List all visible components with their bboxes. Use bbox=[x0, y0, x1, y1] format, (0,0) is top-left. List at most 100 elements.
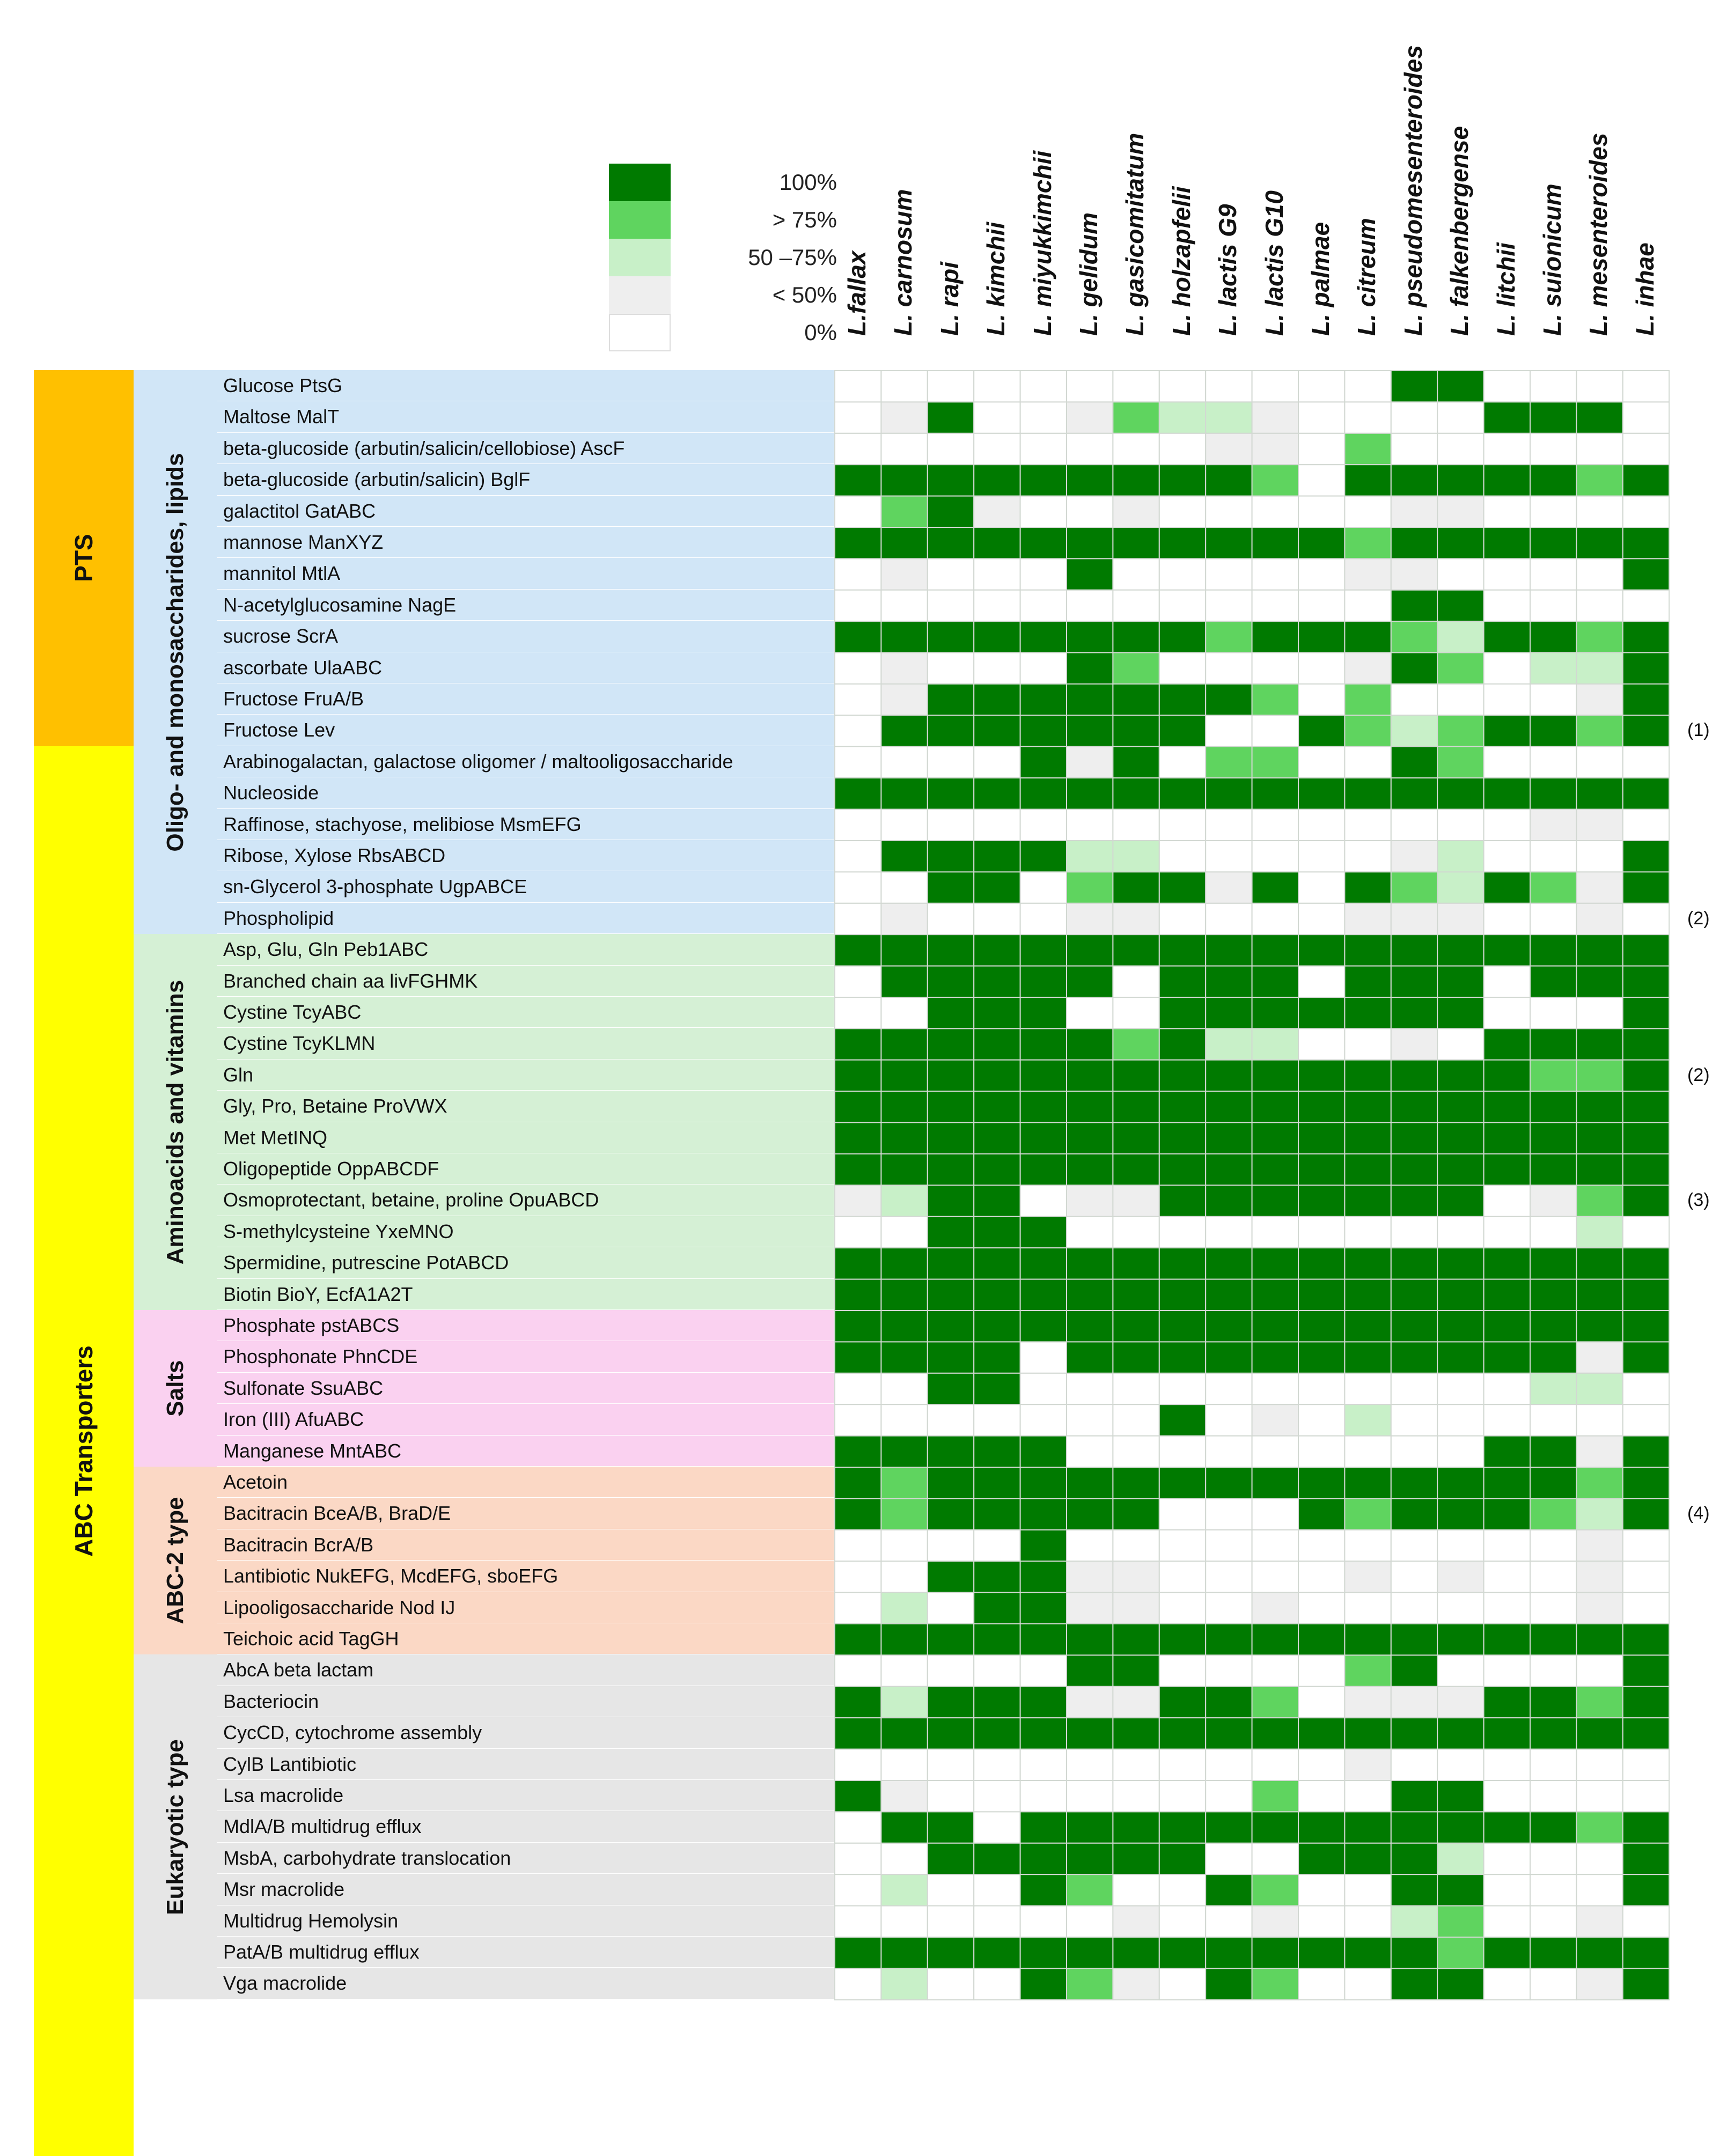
heatmap-cell bbox=[1298, 746, 1346, 779]
heatmap-cell bbox=[1437, 1968, 1485, 2000]
heatmap-cell bbox=[1390, 1905, 1438, 1938]
heatmap-cell bbox=[973, 746, 1021, 779]
heatmap-cell bbox=[973, 1404, 1021, 1437]
row-label: sn-Glycerol 3-phosphate UgpABCE bbox=[217, 871, 834, 903]
heatmap-cell bbox=[1158, 746, 1207, 779]
heatmap-cell bbox=[1576, 527, 1623, 560]
heatmap-cell bbox=[927, 746, 975, 779]
row-label: PatA/B multidrug efflux bbox=[217, 1937, 834, 1968]
heatmap-cell bbox=[834, 902, 882, 936]
heatmap-cell bbox=[1437, 965, 1485, 998]
heatmap-cell bbox=[1622, 1623, 1670, 1656]
species-label-text: L. litchii bbox=[1491, 242, 1520, 336]
heatmap-cell bbox=[1298, 1717, 1346, 1750]
heatmap-cell bbox=[1390, 1561, 1438, 1593]
heatmap-cell bbox=[1622, 1780, 1670, 1813]
heatmap-cell bbox=[1066, 1905, 1114, 1938]
heatmap-cell bbox=[1622, 746, 1670, 779]
heatmap-cell bbox=[1158, 1153, 1207, 1186]
heatmap-cell bbox=[1112, 1623, 1160, 1656]
heatmap-cell bbox=[1483, 1937, 1531, 1969]
heatmap-cell bbox=[1205, 1278, 1253, 1311]
heatmap-cell bbox=[1251, 1372, 1299, 1406]
heatmap-cell bbox=[1019, 1247, 1068, 1280]
heatmap-cell bbox=[1158, 1216, 1207, 1249]
heatmap-cell bbox=[973, 1623, 1021, 1656]
row-label: Asp, Glu, Gln Peb1ABC bbox=[217, 934, 834, 966]
heatmap-cell bbox=[1298, 715, 1346, 747]
heatmap-cell bbox=[1205, 1717, 1253, 1750]
heatmap-cell bbox=[1205, 1153, 1253, 1186]
heatmap-cell bbox=[1576, 1310, 1623, 1343]
heatmap-cell bbox=[1205, 1247, 1253, 1280]
row-label: Oligopeptide OppABCDF bbox=[217, 1153, 834, 1185]
row-label: Teichoic acid TagGH bbox=[217, 1623, 834, 1655]
row-label: beta-glucoside (arbutin/salicin) BglF bbox=[217, 464, 834, 496]
group-label: PTS bbox=[70, 534, 98, 583]
heatmap-cell bbox=[1622, 1842, 1670, 1875]
heatmap-cell bbox=[1251, 1247, 1299, 1280]
heatmap-cell bbox=[1205, 715, 1253, 747]
heatmap-cell bbox=[1158, 1310, 1207, 1343]
heatmap-cell bbox=[1066, 1842, 1114, 1875]
heatmap-cell bbox=[1251, 652, 1299, 685]
row-label: Bacitracin BceA/B, BraD/E bbox=[217, 1498, 834, 1529]
heatmap-cell bbox=[1483, 1372, 1531, 1406]
heatmap-cell bbox=[1019, 652, 1068, 685]
heatmap-cell bbox=[1530, 1968, 1577, 2000]
heatmap-cell bbox=[927, 1717, 975, 1750]
heatmap-cell bbox=[1158, 1498, 1207, 1530]
heatmap-cell bbox=[1298, 558, 1346, 591]
heatmap-cell bbox=[1205, 1529, 1253, 1562]
group-block: ABC Transporters bbox=[34, 746, 134, 2156]
heatmap-cell bbox=[1019, 1968, 1068, 2000]
heatmap-cell bbox=[1437, 1184, 1485, 1217]
heatmap-cell bbox=[880, 1341, 928, 1374]
heatmap-cell bbox=[1298, 1937, 1346, 1969]
heatmap-cell bbox=[1344, 401, 1392, 434]
heatmap-cell bbox=[1483, 1247, 1531, 1280]
heatmap-cell bbox=[1205, 464, 1253, 497]
species-label: L. pseudomesenteroides bbox=[1392, 1, 1435, 366]
heatmap-cell bbox=[1066, 997, 1114, 1029]
heatmap-cell bbox=[1344, 746, 1392, 779]
heatmap-cell bbox=[1205, 1623, 1253, 1656]
heatmap-cell bbox=[1344, 495, 1392, 528]
heatmap-cell bbox=[1205, 934, 1253, 967]
heatmap-cell bbox=[1158, 1372, 1207, 1406]
heatmap-cell bbox=[1251, 1122, 1299, 1154]
heatmap-cell bbox=[880, 370, 928, 403]
species-label: L. gelidum bbox=[1067, 1, 1110, 366]
heatmap-cell bbox=[1437, 715, 1485, 747]
subgroup-block: Salts bbox=[134, 1310, 217, 1467]
heatmap-cell bbox=[1112, 777, 1160, 810]
row-label: Spermidine, putrescine PotABCD bbox=[217, 1247, 834, 1279]
species-label: L. miyukkimchii bbox=[1021, 1, 1064, 366]
heatmap-cell bbox=[973, 1216, 1021, 1249]
heatmap-cell bbox=[1530, 1561, 1577, 1593]
heatmap-cell bbox=[1530, 840, 1577, 873]
heatmap-cell bbox=[1298, 1341, 1346, 1374]
heatmap-cell bbox=[1205, 1937, 1253, 1969]
heatmap-cell bbox=[1576, 1780, 1623, 1813]
heatmap-cell bbox=[1622, 902, 1670, 936]
legend-swatch bbox=[609, 201, 671, 239]
heatmap-cell bbox=[1576, 1842, 1623, 1875]
heatmap-cell bbox=[1019, 1059, 1068, 1092]
heatmap-cell bbox=[973, 1184, 1021, 1217]
heatmap-cell bbox=[834, 495, 882, 528]
heatmap-cell bbox=[1251, 1028, 1299, 1061]
heatmap-cell bbox=[1158, 1091, 1207, 1123]
heatmap-cell bbox=[1622, 1686, 1670, 1719]
heatmap-cell bbox=[1390, 1686, 1438, 1719]
heatmap-cell bbox=[834, 934, 882, 967]
heatmap-cell bbox=[1112, 401, 1160, 434]
heatmap-cell bbox=[1344, 1905, 1392, 1938]
heatmap-cell bbox=[834, 1435, 882, 1468]
heatmap-cell bbox=[1158, 1529, 1207, 1562]
heatmap-cell bbox=[1066, 808, 1114, 841]
heatmap-cell bbox=[1530, 1937, 1577, 1969]
heatmap-cell bbox=[1112, 902, 1160, 936]
heatmap-cell bbox=[1251, 1153, 1299, 1186]
heatmap-cell bbox=[1530, 871, 1577, 904]
